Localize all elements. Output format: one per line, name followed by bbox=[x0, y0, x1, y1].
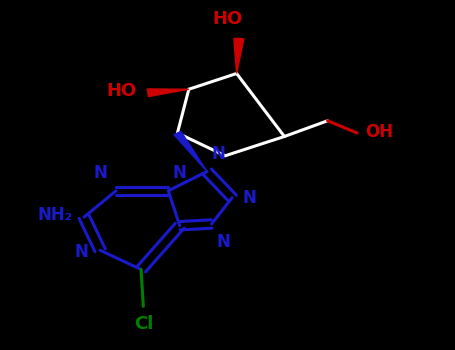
Polygon shape bbox=[174, 131, 207, 172]
Polygon shape bbox=[234, 38, 244, 74]
Text: HO: HO bbox=[106, 82, 136, 100]
Text: HO: HO bbox=[212, 10, 243, 28]
Text: N: N bbox=[75, 243, 89, 261]
Text: N: N bbox=[242, 189, 256, 207]
Text: N: N bbox=[93, 164, 107, 182]
Text: NH₂: NH₂ bbox=[38, 206, 73, 224]
Text: N: N bbox=[173, 164, 187, 182]
Polygon shape bbox=[147, 89, 189, 97]
Text: N: N bbox=[212, 145, 225, 163]
Text: N: N bbox=[216, 233, 230, 251]
Text: Cl: Cl bbox=[134, 315, 153, 333]
Text: OH: OH bbox=[365, 123, 394, 141]
